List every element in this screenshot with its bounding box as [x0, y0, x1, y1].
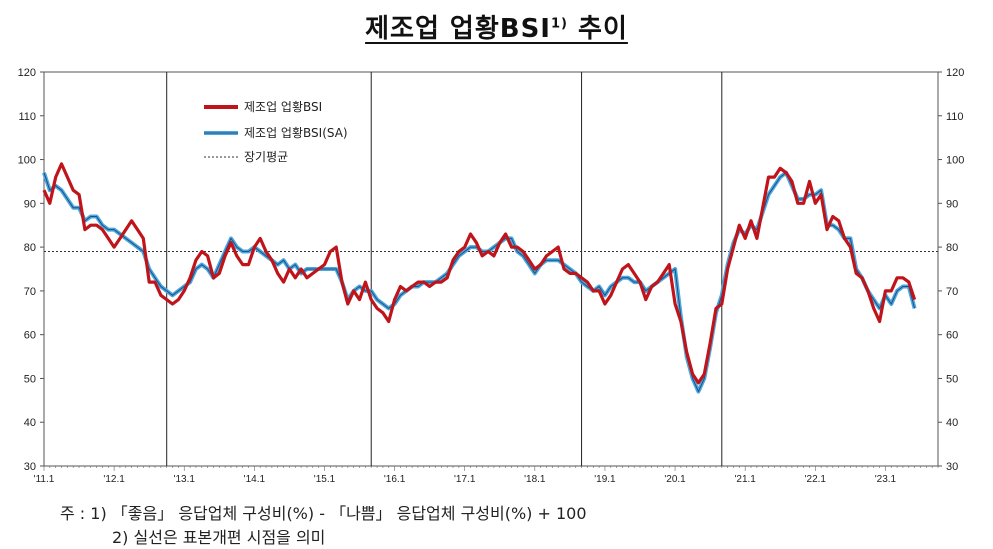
- chart-title: 제조업 업황BSI1) 추이: [0, 8, 993, 45]
- y-tick-label-left: 40: [24, 417, 36, 429]
- x-tick-label: '11.1: [34, 474, 55, 485]
- y-tick-label-left: 50: [24, 373, 36, 385]
- footnote-1: 주 : 1) 「좋음」 응답업체 구성비(%) - 「나쁨」 응답업체 구성비(…: [60, 504, 587, 523]
- title-suffix: 추이: [567, 14, 628, 44]
- x-tick-label: '18.1: [524, 474, 546, 485]
- y-tick-label-right: 70: [946, 286, 958, 298]
- legend-label-bsi: 제조업 업황BSI: [244, 100, 322, 114]
- legend-label-average: 장기평균: [244, 150, 288, 164]
- y-tick-label-right: 80: [946, 242, 958, 254]
- x-tick-label: '16.1: [384, 474, 406, 485]
- y-tick-label-right: 40: [946, 417, 958, 429]
- x-tick-label: '12.1: [103, 474, 125, 485]
- x-tick-label: '15.1: [314, 474, 336, 485]
- y-tick-label-left: 90: [24, 198, 36, 210]
- y-tick-label-left: 80: [24, 242, 36, 254]
- y-tick-label-left: 100: [18, 155, 36, 167]
- x-tick-label: '21.1: [734, 474, 756, 485]
- y-tick-label-left: 30: [24, 461, 36, 473]
- x-tick-label: '23.1: [875, 474, 897, 485]
- bsi-sa-series-inner-line: [43, 172, 916, 393]
- y-tick-label-right: 120: [946, 67, 964, 79]
- y-tick-label-left: 110: [18, 111, 36, 123]
- y-tick-label-left: 60: [24, 330, 36, 342]
- x-tick-label: '13.1: [174, 474, 196, 485]
- y-tick-label-right: 100: [946, 155, 964, 167]
- x-tick-label: '22.1: [805, 474, 827, 485]
- plot-area-frame: [43, 71, 939, 467]
- x-tick-label: '19.1: [594, 474, 616, 485]
- bsi-sa-series-line: [42, 170, 917, 394]
- y-tick-label-right: 90: [946, 198, 958, 210]
- title-main: 제조업 업황BSI: [365, 14, 551, 44]
- legend-label-bsi-sa: 제조업 업황BSI(SA): [244, 126, 348, 140]
- y-tick-label-left: 70: [24, 286, 36, 298]
- y-tick-label-right: 50: [946, 373, 958, 385]
- x-tick-label: '17.1: [454, 474, 476, 485]
- x-tick-label: '14.1: [244, 474, 266, 485]
- y-tick-label-left: 120: [18, 67, 36, 79]
- x-tick-label: '20.1: [664, 474, 686, 485]
- title-footnote-mark: 1): [550, 16, 568, 32]
- bsi-series-line: [42, 162, 917, 385]
- footnote-2: 2) 실선은 표본개편 시점을 의미: [112, 528, 326, 547]
- y-tick-label-right: 110: [946, 111, 964, 123]
- y-tick-label-right: 60: [946, 330, 958, 342]
- y-tick-label-right: 30: [946, 461, 958, 473]
